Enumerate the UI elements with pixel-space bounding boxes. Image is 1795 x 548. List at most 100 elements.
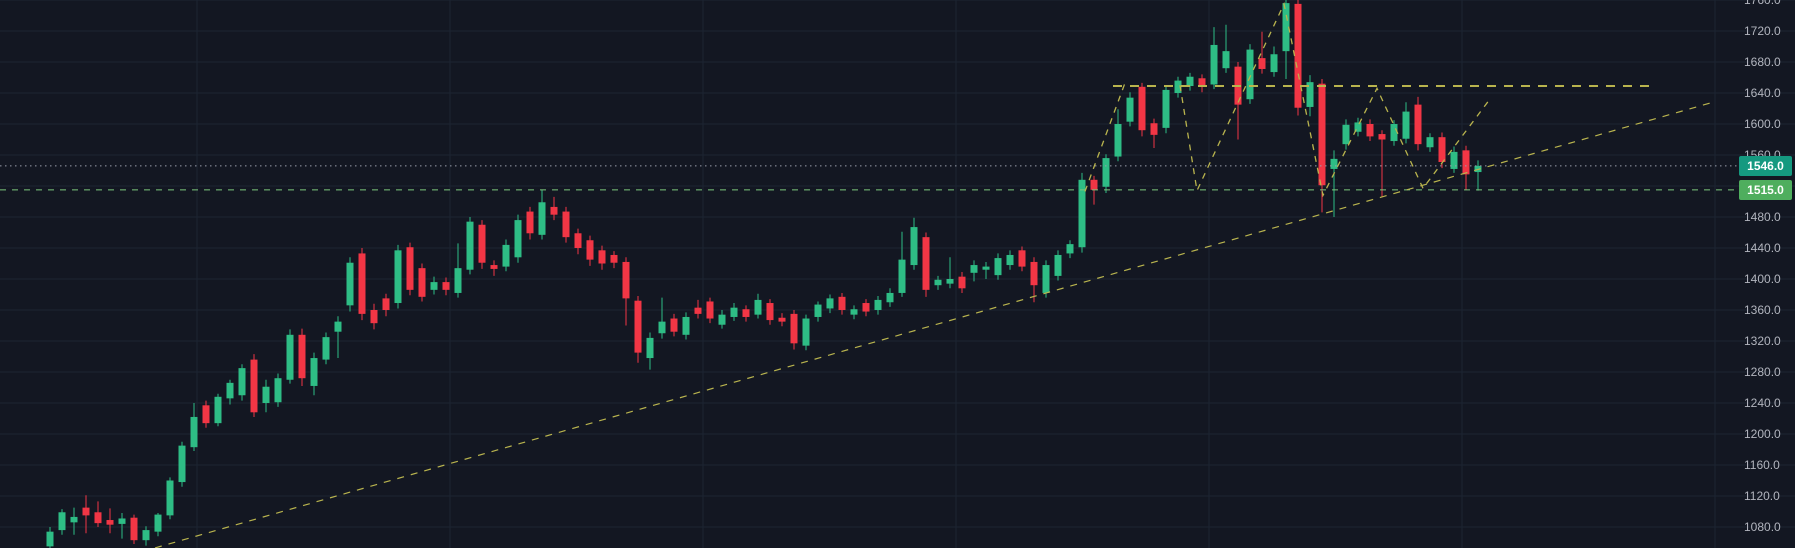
price-tick-label: 1400.0 [1744,272,1781,286]
candle [898,259,906,293]
candle [94,512,102,524]
zigzag-leg-up[interactable] [1084,82,1126,192]
price-tick-label: 1720.0 [1744,24,1781,38]
candle [910,227,918,266]
candle [334,321,342,332]
candle [346,262,354,306]
candle [1054,254,1062,276]
candle [250,359,258,413]
price-tick-label: 1600.0 [1744,117,1781,131]
price-lines [0,165,1740,191]
candle [670,318,678,332]
candle [478,224,486,263]
candle [682,316,690,335]
candle [1042,265,1050,293]
price-tick-label: 1200.0 [1744,427,1781,441]
price-tick-label: 1280.0 [1744,365,1781,379]
candle [238,368,246,396]
candle [418,268,426,297]
zigzag-swing[interactable] [1179,1,1492,198]
candle [394,250,402,304]
candle [814,304,822,317]
candle [1330,158,1338,169]
candle [1186,76,1194,87]
drawings[interactable] [154,1,1711,548]
candle [1210,44,1218,85]
last-price-badge: 1546.0 [1739,155,1792,176]
candle [526,211,534,234]
candle [1306,82,1314,107]
candle [490,265,498,269]
candle [982,266,990,270]
candle [286,334,294,380]
alert-price-badge: 1515.0 [1739,179,1792,200]
candle [1150,123,1158,135]
candle [1294,3,1302,108]
candle [586,240,594,260]
candle [1198,78,1206,87]
candle [1102,158,1110,187]
candle [958,276,966,289]
price-tick-label: 1440.0 [1744,241,1781,255]
candle [742,309,750,317]
price-tick-label: 1120.0 [1744,489,1780,503]
price-tick-label: 1240.0 [1744,396,1781,410]
candle [850,309,858,315]
candle [1414,104,1422,145]
candle [1342,124,1350,145]
candle [862,303,870,312]
candle [562,211,570,238]
candle [598,250,606,264]
candle [1390,124,1398,142]
price-tick-label: 1640.0 [1744,86,1781,100]
price-tick-label: 1080.0 [1744,520,1781,534]
candle [358,253,366,314]
candle [994,258,1002,276]
candle [166,480,174,516]
candle [1318,83,1326,186]
candle [1066,244,1074,254]
price-tick-label: 1360.0 [1744,303,1781,317]
candle [502,244,510,267]
candle [1138,86,1146,131]
last-price-label: 1546.0 [1747,158,1784,173]
ascending-trendline[interactable] [154,102,1711,548]
candle [826,298,834,309]
candle [1126,97,1134,122]
candle [946,279,954,284]
price-axis[interactable]: 1760.01720.01680.01640.01600.01560.01480… [1737,0,1795,548]
candle [778,317,786,322]
candle [1402,111,1410,139]
candle [790,313,798,344]
candle [442,282,450,290]
candle [1162,89,1170,128]
candle [70,516,78,523]
candle [202,405,210,424]
candle [58,512,66,531]
candle [406,247,414,290]
price-tick-label: 1320.0 [1744,334,1781,348]
candle [1222,51,1230,69]
candle [1378,134,1386,140]
candle [190,416,198,448]
candle [730,307,738,317]
alert-price-label: 1515.0 [1747,182,1784,197]
candle [1438,137,1446,162]
candle [106,520,114,525]
candle [718,314,726,325]
candle [382,298,390,310]
candle [922,237,930,290]
candle [370,310,378,324]
candle [430,282,438,290]
candle [550,206,558,215]
candle [154,514,162,532]
candle [262,386,270,403]
candle [130,517,138,541]
candle [646,337,654,359]
candle [310,358,318,386]
price-tick-label: 1760.0 [1744,0,1781,7]
candle [574,233,582,248]
candle [1426,137,1434,148]
